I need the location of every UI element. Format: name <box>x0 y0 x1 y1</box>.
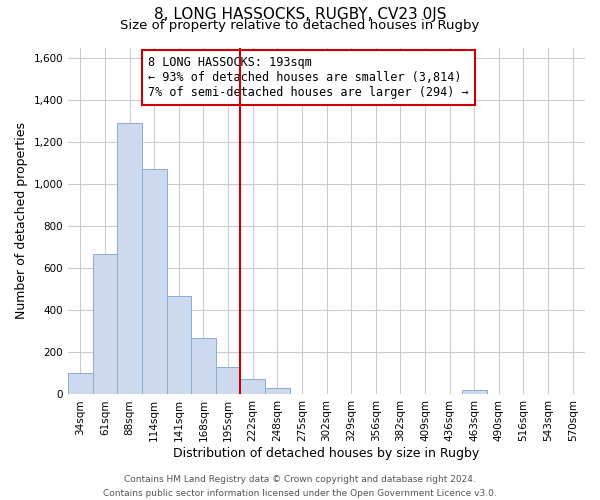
Text: Size of property relative to detached houses in Rugby: Size of property relative to detached ho… <box>121 19 479 32</box>
Text: 8 LONG HASSOCKS: 193sqm
← 93% of detached houses are smaller (3,814)
7% of semi-: 8 LONG HASSOCKS: 193sqm ← 93% of detache… <box>148 56 469 99</box>
Text: Contains HM Land Registry data © Crown copyright and database right 2024.
Contai: Contains HM Land Registry data © Crown c… <box>103 476 497 498</box>
Bar <box>462 390 487 394</box>
Bar <box>167 296 191 394</box>
Bar <box>265 388 290 394</box>
X-axis label: Distribution of detached houses by size in Rugby: Distribution of detached houses by size … <box>173 447 479 460</box>
Bar <box>191 338 216 394</box>
Bar <box>216 367 241 394</box>
Bar <box>117 123 142 394</box>
Bar <box>92 254 117 394</box>
Bar <box>142 170 167 394</box>
Bar <box>68 374 92 394</box>
Text: 8, LONG HASSOCKS, RUGBY, CV23 0JS: 8, LONG HASSOCKS, RUGBY, CV23 0JS <box>154 8 446 22</box>
Y-axis label: Number of detached properties: Number of detached properties <box>15 122 28 320</box>
Bar <box>241 378 265 394</box>
